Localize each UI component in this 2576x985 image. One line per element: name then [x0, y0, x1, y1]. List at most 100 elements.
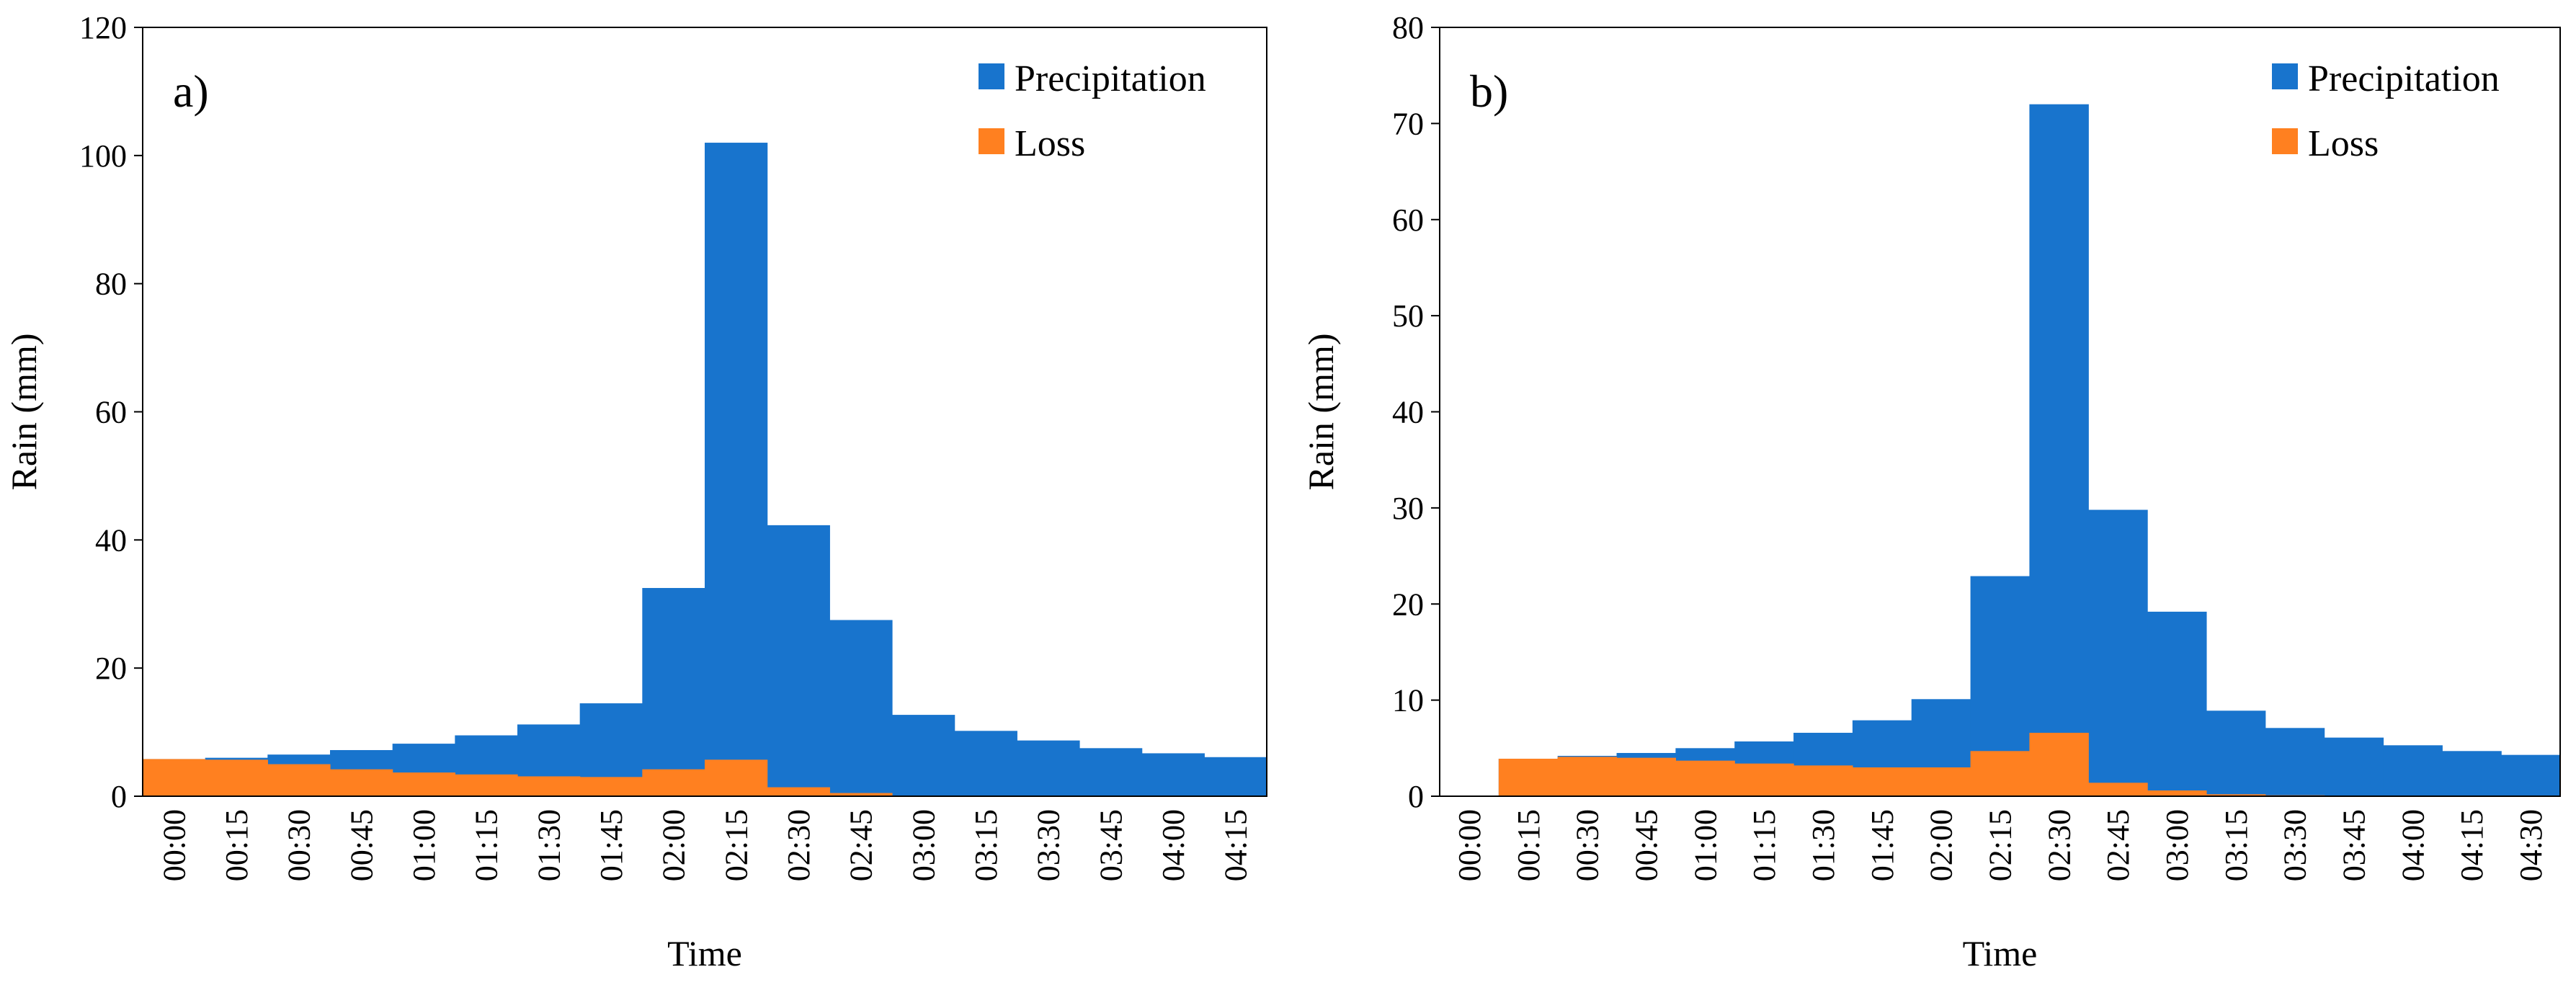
bar-loss-0145 [1852, 767, 1912, 796]
x-tick-label: 03:15 [968, 809, 1004, 881]
bar-precipitation-0400 [2383, 745, 2443, 796]
bar-precipitation-0315 [954, 731, 1017, 796]
bar-loss-0115 [455, 774, 518, 796]
y-tick-label: 60 [1392, 202, 1424, 238]
x-tick-label: 00:45 [344, 809, 379, 881]
bar-precipitation-0400 [1141, 753, 1205, 796]
y-axis-title: Rain (mm) [1301, 333, 1341, 490]
bar-loss-0130 [517, 776, 581, 796]
y-tick-label: 80 [95, 267, 127, 302]
x-tick-label: 02:00 [656, 809, 692, 881]
x-tick-label: 00:30 [282, 809, 317, 881]
x-tick-label: 03:30 [2278, 809, 2313, 881]
bar-loss-0100 [392, 772, 455, 796]
x-axis-title: Time [1963, 933, 2038, 973]
bar-precipitation-0300 [2147, 611, 2207, 796]
x-tick-label: 01:00 [406, 809, 442, 881]
y-tick-label: 0 [111, 779, 127, 814]
bar-loss-0315 [2206, 794, 2266, 796]
bar-precipitation-0315 [2206, 710, 2266, 796]
bar-precipitation-0300 [892, 715, 955, 796]
x-tick-label: 03:00 [906, 809, 941, 881]
chart-panel-a: 0 20 40 60 80 100 120 00:00 00:15 00:30 00:45 01:00… [4, 10, 1267, 973]
x-tick-label: 03:45 [2337, 809, 2372, 881]
x-tick-label: 02:30 [2041, 809, 2077, 881]
x-tick-label: 00:15 [1511, 809, 1546, 881]
x-tick-label: 02:45 [2100, 809, 2136, 881]
x-tick-label: 02:30 [781, 809, 816, 881]
x-axis-title: Time [667, 933, 742, 973]
legend-swatch-precipitation [2272, 63, 2298, 89]
bar-loss-0045 [330, 769, 393, 796]
bar-loss-0015 [1498, 758, 1559, 796]
y-tick-label: 80 [1392, 10, 1424, 45]
bar-precipitation-0345 [2324, 737, 2384, 796]
y-tick-label: 40 [1392, 395, 1424, 430]
x-tick-label: 01:30 [531, 809, 566, 881]
y-tick-label: 10 [1392, 683, 1424, 718]
bar-loss-0215 [1970, 751, 2031, 796]
bar-precipitation-0415 [1204, 757, 1267, 796]
y-tick-label: 0 [1408, 779, 1424, 814]
legend-label-loss: Loss [1015, 123, 1085, 164]
x-tick-label: 04:00 [1156, 809, 1191, 881]
legend-swatch-precipitation [979, 63, 1004, 89]
bar-loss-0100 [1675, 760, 1735, 796]
bar-loss-0030 [267, 764, 331, 796]
bar-precipitation-0345 [1079, 748, 1143, 796]
bar-loss-0230 [2029, 732, 2089, 796]
y-tick-label: 100 [79, 138, 127, 174]
bar-precipitation-0230 [2029, 104, 2089, 796]
x-tick-label: 02:15 [1983, 809, 2018, 881]
bar-precipitation-0330 [2265, 728, 2325, 796]
x-tick-label: 04:15 [1218, 809, 1254, 881]
x-tick-label: 02:45 [844, 809, 879, 881]
y-tick-label: 20 [1392, 587, 1424, 622]
y-tick-label: 120 [79, 10, 127, 45]
bar-loss-0200 [1911, 767, 1971, 796]
x-tick-label: 04:30 [2513, 809, 2549, 881]
bar-loss-0245 [2088, 783, 2148, 796]
bar-precipitation-0215 [705, 143, 768, 797]
bar-loss-0245 [829, 793, 893, 796]
x-tick-label: 01:30 [1806, 809, 1841, 881]
x-tick-label: 00:15 [219, 809, 254, 881]
bar-loss-0030 [1557, 757, 1618, 796]
x-tick-label: 03:00 [2160, 809, 2195, 881]
x-tick-label: 00:00 [1452, 809, 1487, 881]
y-tick-label: 40 [95, 522, 127, 558]
y-tick-label: 50 [1392, 298, 1424, 334]
bar-loss-0045 [1616, 757, 1676, 796]
legend-swatch-loss [2272, 128, 2298, 154]
legend-swatch-loss [979, 128, 1004, 154]
y-tick-label: 70 [1392, 106, 1424, 141]
x-tick-label: 04:15 [2454, 809, 2490, 881]
x-tick-label: 01:45 [594, 809, 629, 881]
legend-label-loss: Loss [2308, 123, 2379, 164]
x-tick-label: 00:45 [1628, 809, 1664, 881]
y-axis-title: Rain (mm) [4, 333, 44, 490]
x-tick-label: 01:45 [1865, 809, 1900, 881]
bar-loss-0200 [642, 769, 705, 796]
x-tick-label: 01:15 [1747, 809, 1782, 881]
panel-label: a) [173, 66, 209, 117]
bar-precipitation-0330 [1017, 740, 1080, 796]
x-tick-label: 00:30 [1570, 809, 1605, 881]
x-tick-label: 02:00 [1924, 809, 1959, 881]
bar-loss-0130 [1793, 765, 1853, 796]
panel-label: b) [1470, 66, 1508, 117]
bar-precipitation-0245 [829, 620, 893, 796]
legend-label-precipitation: Precipitation [1015, 58, 1206, 99]
x-tick-label: 02:15 [718, 809, 754, 881]
bar-loss-0215 [705, 759, 768, 796]
y-tick-label: 60 [95, 395, 127, 430]
bar-loss-0145 [579, 777, 643, 796]
bar-precipitation-0200 [642, 588, 705, 796]
bar-precipitation-0245 [2088, 509, 2148, 796]
bar-loss-0300 [2147, 790, 2207, 796]
bar-loss-0230 [767, 787, 830, 796]
bar-loss-0015 [205, 759, 268, 796]
legend-label-precipitation: Precipitation [2308, 58, 2500, 99]
y-tick-label: 30 [1392, 491, 1424, 526]
